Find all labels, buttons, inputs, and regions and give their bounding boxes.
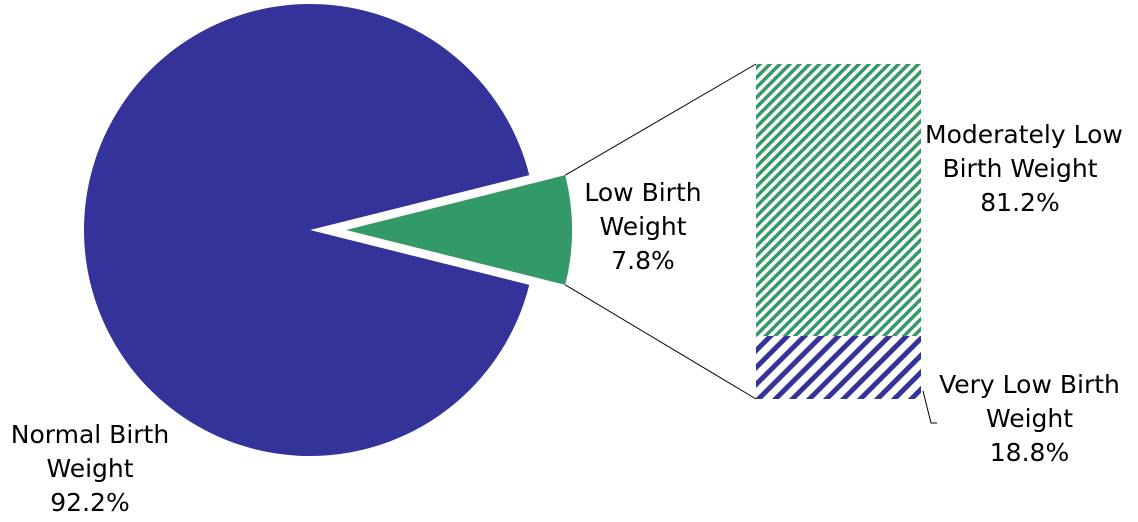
breakdown-bar [756, 64, 921, 399]
connector-line-top [564, 63, 757, 176]
pie-slice-low-birth-weight [346, 175, 572, 285]
bar-segment-moderately-low [756, 64, 921, 337]
label-low-birth-weight: Low Birth Weight 7.8% [584, 178, 702, 275]
connector-lines [564, 63, 937, 424]
label-moderately-low-birth-weight: Moderately Low Birth Weight 81.2% [925, 120, 1123, 217]
connector-line-bottom [564, 284, 757, 400]
label-normal-birth-weight: Normal Birth Weight 92.2% [10, 420, 170, 517]
pie-slice-normal-birth-weight [83, 3, 530, 456]
leader-line-very-low [922, 390, 937, 424]
pie [83, 3, 572, 456]
bar-segment-very-low [756, 336, 921, 399]
label-very-low-birth-weight: Very Low Birth Weight 18.8% [939, 370, 1120, 467]
